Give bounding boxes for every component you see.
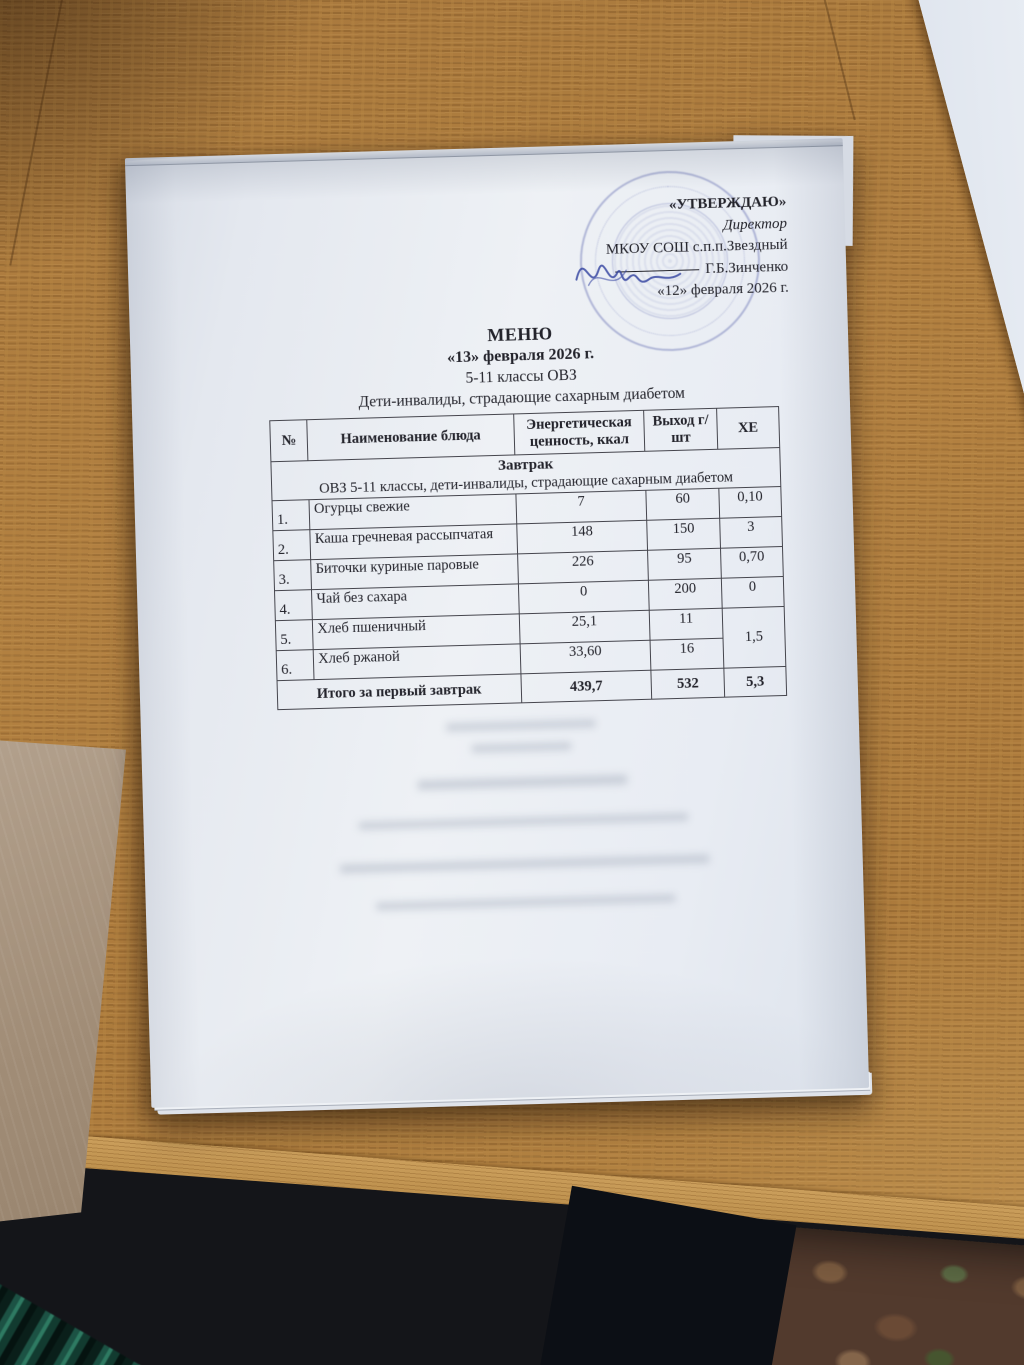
kcal-value: 25,1 — [518, 610, 651, 644]
row-number: 1. — [271, 499, 311, 531]
row-number: 3. — [273, 559, 312, 591]
wood-plank-seam — [9, 0, 65, 266]
total-xe: 5,3 — [723, 666, 787, 698]
kcal-value: 7 — [515, 490, 648, 524]
menu-table: № Наименование блюда Энергетическая ценн… — [269, 406, 787, 710]
xe-value: 0 — [721, 576, 785, 609]
output-value: 16 — [650, 638, 724, 671]
total-label: Итого за первый завтрак — [277, 673, 522, 710]
xe-value: 0,10 — [718, 486, 782, 519]
bleed-through-text — [310, 702, 736, 927]
total-output: 532 — [651, 668, 725, 700]
header-output: Выход г/шт — [644, 408, 718, 452]
output-value: 200 — [648, 578, 722, 611]
blank-paper-sheet — [896, 0, 1024, 477]
row-number: 6. — [276, 649, 315, 681]
xe-merged-value: 1,5 — [721, 606, 786, 669]
output-value: 60 — [646, 488, 720, 521]
total-kcal: 439,7 — [520, 670, 653, 703]
title-block: МЕНЮ «13» февраля 2026 г. 5-11 классы ОВ… — [230, 316, 812, 416]
menu-page: «УТВЕРЖДАЮ» Директор МКОУ СОШ с.п.п.Звез… — [124, 138, 870, 1108]
output-value: 150 — [647, 518, 721, 551]
wood-plank-seam — [822, 0, 856, 121]
kcal-value: 33,60 — [519, 640, 652, 674]
row-number: 5. — [275, 619, 314, 651]
header-dish: Наименование блюда — [306, 413, 515, 461]
director-signature-icon — [575, 264, 682, 287]
row-number: 4. — [274, 589, 313, 621]
xe-value: 3 — [719, 516, 783, 549]
kcal-value: 148 — [516, 520, 648, 554]
director-name: Г.Б.Зинченко — [705, 258, 789, 277]
row-number: 2. — [272, 529, 311, 561]
menu-paper-stack: «УТВЕРЖДАЮ» Директор МКОУ СОШ с.п.п.Звез… — [124, 135, 873, 1115]
kcal-value: 0 — [517, 580, 650, 614]
header-xe: ХЕ — [716, 406, 780, 450]
output-value: 95 — [647, 548, 722, 581]
output-value: 11 — [649, 608, 723, 641]
header-num: № — [269, 419, 309, 462]
kcal-value: 226 — [517, 550, 649, 584]
header-energy: Энергетическая ценность, ккал — [513, 410, 646, 455]
xe-value: 0,70 — [720, 546, 784, 579]
